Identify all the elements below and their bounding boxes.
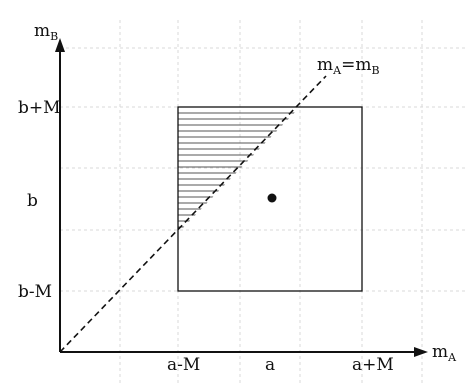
x-axis: [60, 347, 428, 357]
y-axis: [55, 38, 65, 352]
y-tick-b-plus-m: b+M: [18, 98, 61, 118]
diagonal-line: [59, 75, 327, 353]
x-tick-a: a: [265, 355, 275, 375]
x-tick-a-plus-m: a+M: [352, 355, 394, 375]
y-tick-b-minus-m: b-M: [18, 282, 52, 302]
y-tick-b: b: [27, 191, 38, 211]
x-axis-label: mA: [432, 342, 457, 364]
uncertainty-square: [177, 106, 363, 292]
center-point: [267, 193, 277, 203]
y-axis-label: mB: [34, 21, 58, 43]
x-tick-a-minus-m: a-M: [167, 355, 200, 375]
background-grid: [60, 20, 465, 386]
diagonal-label: mA=mB: [317, 55, 380, 77]
